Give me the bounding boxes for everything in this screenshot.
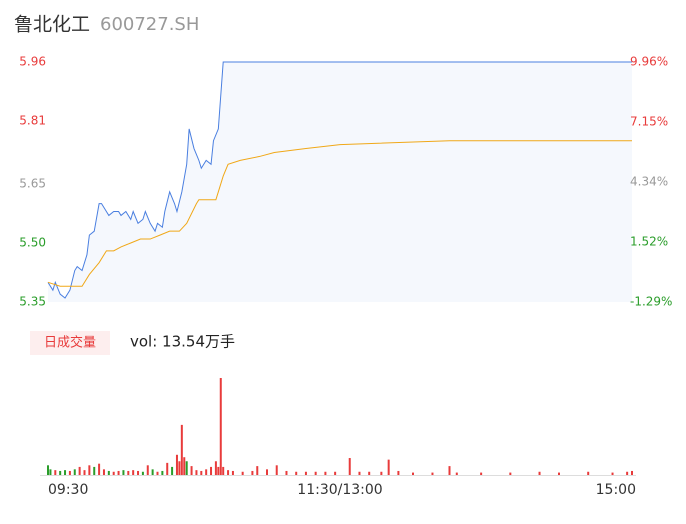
volume-bar (175, 454, 178, 475)
volume-bar (78, 466, 81, 475)
volume-bar (185, 461, 188, 475)
volume-bar (98, 463, 101, 475)
volume-bar (205, 469, 208, 475)
x-tick-label: 11:30/13:00 (297, 482, 382, 498)
average-line (47, 140, 632, 287)
x-tick-label: 09:30 (48, 482, 88, 498)
volume-bar (358, 471, 361, 475)
price-area (48, 62, 632, 302)
volume-bar (127, 470, 130, 475)
x-tick-label: 15:00 (596, 482, 636, 498)
volume-bar (210, 466, 213, 475)
volume-bar (59, 470, 62, 475)
volume-bar (64, 470, 67, 475)
volume-total: vol: 13.54万手 (130, 333, 235, 351)
volume-bar (49, 469, 52, 475)
volume-bar (171, 466, 174, 475)
y2-tick-label: 7.15% (630, 114, 668, 128)
volume-bar (117, 470, 120, 475)
volume-bar (122, 470, 125, 475)
y2-tick-label: 9.96% (630, 55, 668, 69)
volume-bar (200, 470, 203, 475)
volume-bar (102, 469, 105, 475)
volume-bar (93, 466, 96, 475)
volume-bar (107, 470, 110, 475)
volume-label-bg (30, 331, 110, 355)
volume-bar (141, 471, 144, 475)
volume-bar (412, 472, 414, 475)
price-line (47, 61, 632, 299)
volume-bar (626, 471, 629, 475)
volume-bar (587, 471, 590, 475)
volume-bar (178, 461, 181, 475)
volume-bar (455, 472, 458, 475)
volume-bar (295, 471, 298, 475)
y2-tick-label: -1.29% (630, 295, 672, 309)
volume-bar (146, 465, 149, 475)
volume-bar (214, 461, 217, 475)
volume-bar (558, 472, 560, 475)
volume-bar (324, 471, 327, 475)
volume-bar (241, 471, 244, 475)
volume-bar (112, 471, 115, 475)
volume-bar (275, 465, 278, 475)
volume-bar (380, 471, 383, 475)
volume-bar (448, 466, 451, 475)
volume-bar (183, 457, 186, 475)
volume-bar (132, 470, 135, 475)
y-tick-label: 5.35 (19, 295, 46, 309)
volume-bar (631, 470, 633, 475)
volume-bar (231, 470, 234, 475)
volume-bar (166, 462, 169, 475)
volume-bar (190, 466, 193, 475)
volume-bar (431, 472, 434, 475)
volume-bar (266, 469, 268, 475)
volume-bar (195, 470, 198, 475)
y2-tick-label: 4.34% (630, 174, 668, 188)
stock-code: 600727.SH (100, 14, 199, 35)
volume-bar (68, 470, 71, 475)
volume-bar (251, 470, 254, 475)
volume-bar (88, 465, 91, 475)
y-tick-label: 5.50 (19, 235, 46, 249)
volume-bar (83, 470, 86, 475)
volume-bar (151, 469, 154, 475)
y-tick-label: 5.96 (19, 55, 46, 69)
volume-bar (256, 466, 259, 475)
volume-bar (509, 472, 512, 475)
y2-tick-label: 1.52% (630, 235, 668, 249)
volume-bar (219, 378, 222, 475)
volume-bar (285, 470, 288, 475)
stock-name: 鲁北化工 (14, 14, 90, 36)
volume-bar (387, 459, 390, 475)
volume-bar (180, 424, 183, 475)
volume-bar (348, 458, 351, 475)
volume-bar (611, 472, 614, 475)
volume-bar (334, 471, 337, 475)
volume-bar (397, 470, 400, 475)
volume-bar (304, 471, 307, 475)
volume-bar (137, 470, 140, 475)
volume-bar (314, 471, 317, 475)
volume-title: 日成交量 (44, 335, 96, 351)
volume-bar (161, 470, 164, 475)
volume-bar (217, 466, 220, 475)
volume-bar (156, 471, 159, 475)
y-tick-label: 5.81 (19, 114, 46, 128)
volume-bar (54, 470, 57, 475)
y-tick-label: 5.65 (19, 176, 46, 190)
volume-bar (222, 466, 225, 475)
volume-bar (227, 470, 230, 475)
volume-bar (47, 465, 49, 475)
volume-bar (480, 472, 483, 475)
volume-bar (538, 471, 541, 475)
volume-bar (368, 471, 371, 475)
volume-bar (73, 469, 76, 475)
